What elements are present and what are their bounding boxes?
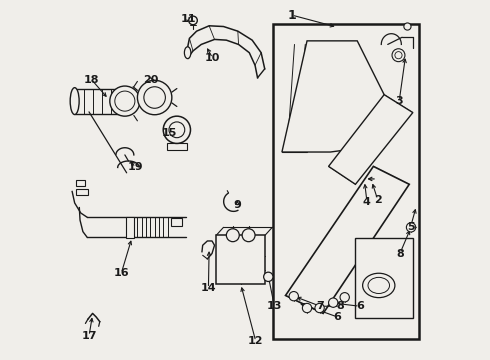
Text: 1: 1 — [287, 9, 296, 22]
Circle shape — [144, 87, 166, 108]
Bar — [126, 217, 134, 238]
Text: 13: 13 — [267, 301, 282, 311]
Circle shape — [392, 49, 405, 62]
Circle shape — [329, 298, 338, 307]
Ellipse shape — [363, 273, 395, 298]
Text: 4: 4 — [363, 197, 371, 207]
Bar — [167, 143, 187, 149]
Text: 5: 5 — [407, 222, 415, 231]
Circle shape — [242, 229, 255, 242]
Text: 9: 9 — [233, 200, 241, 210]
Circle shape — [163, 116, 191, 143]
Circle shape — [315, 303, 324, 313]
Circle shape — [404, 23, 411, 30]
Text: 8: 8 — [336, 301, 344, 311]
Text: 20: 20 — [144, 75, 159, 85]
Circle shape — [302, 303, 312, 313]
Text: 12: 12 — [248, 336, 264, 346]
Text: 10: 10 — [205, 53, 220, 63]
Text: 17: 17 — [81, 331, 97, 341]
Text: 14: 14 — [200, 283, 216, 293]
Circle shape — [395, 51, 402, 59]
Ellipse shape — [368, 277, 390, 293]
Polygon shape — [286, 166, 409, 314]
Text: 16: 16 — [114, 268, 129, 278]
Text: 3: 3 — [395, 96, 403, 106]
Circle shape — [289, 292, 298, 301]
Circle shape — [110, 86, 140, 116]
Ellipse shape — [184, 47, 191, 59]
Text: 6: 6 — [356, 301, 364, 311]
Ellipse shape — [70, 87, 79, 114]
Polygon shape — [329, 95, 413, 184]
Polygon shape — [282, 41, 384, 152]
Circle shape — [406, 223, 416, 232]
Bar — [216, 235, 265, 284]
Circle shape — [264, 272, 273, 282]
Text: 19: 19 — [128, 162, 144, 172]
Polygon shape — [355, 238, 413, 318]
Circle shape — [115, 91, 135, 111]
Text: 6: 6 — [334, 312, 342, 322]
Bar — [76, 189, 88, 195]
Bar — [172, 218, 181, 226]
Circle shape — [137, 80, 172, 115]
Text: 7: 7 — [317, 301, 324, 311]
Circle shape — [226, 229, 239, 242]
Circle shape — [189, 16, 197, 25]
Text: 2: 2 — [374, 195, 382, 205]
Circle shape — [169, 122, 185, 138]
Text: 15: 15 — [161, 129, 177, 138]
Text: 18: 18 — [84, 75, 99, 85]
Text: 11: 11 — [181, 14, 196, 24]
Bar — [76, 180, 85, 186]
Circle shape — [340, 293, 349, 302]
Bar — [273, 24, 419, 338]
Text: 8: 8 — [396, 248, 404, 258]
